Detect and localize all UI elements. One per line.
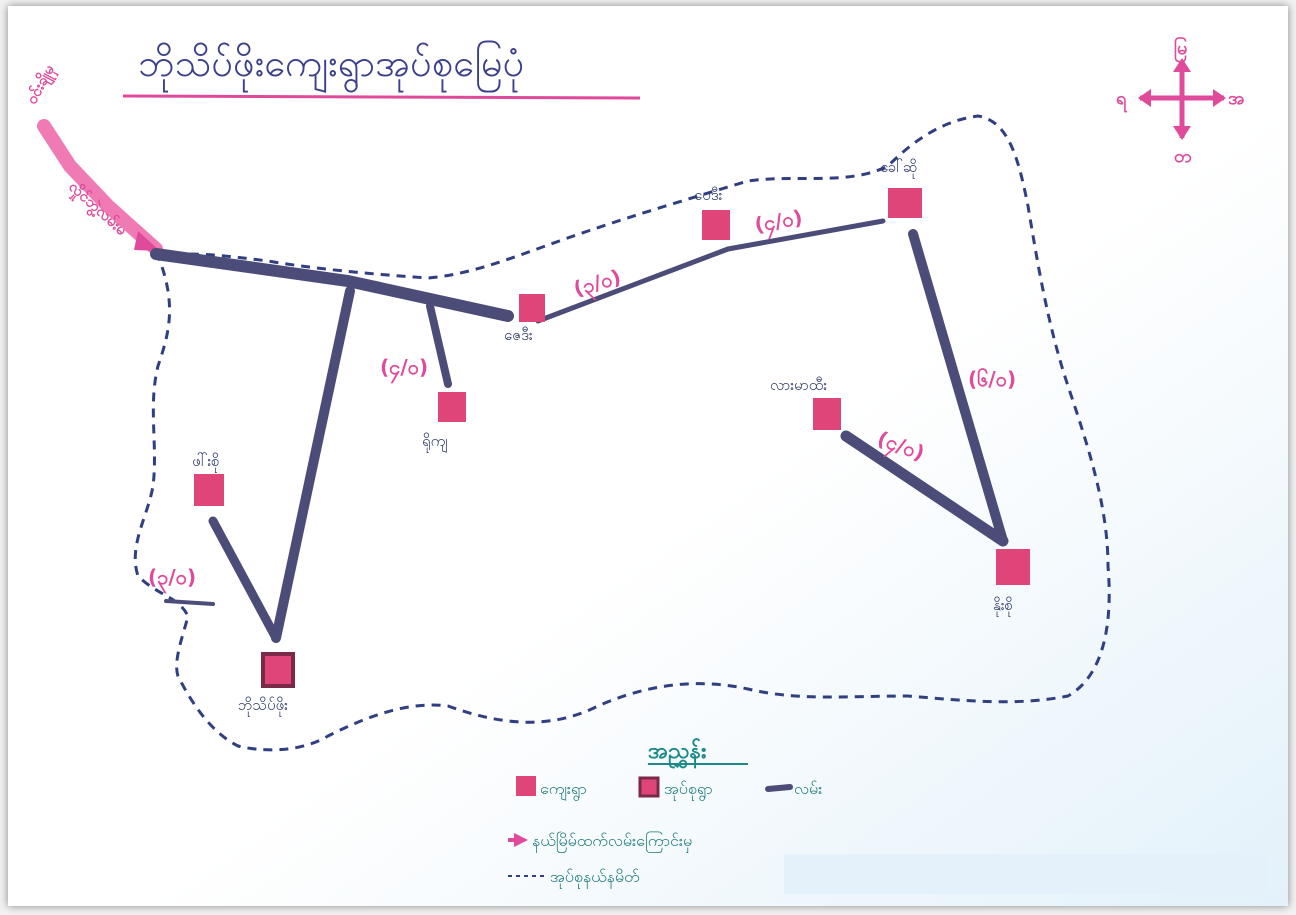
distance-khawsone-noesi: (၆/၀) <box>968 367 1016 391</box>
road-yo-kya <box>426 302 452 388</box>
north-arrow-icon <box>1173 58 1191 72</box>
legend: အညွှန်း ကျေးရွာ အုပ်စုရွာ လမ်း နယ်မြိမ်ထ… <box>508 737 822 889</box>
legend-village-swatch <box>516 776 536 796</box>
road-larmadi-noesi <box>840 430 1009 547</box>
road-khawsone-noesi <box>908 229 1008 546</box>
village-marker-phaw-si <box>194 474 224 506</box>
map-title: ဘိုသိပ်ဖိုးကျေးရွာအုပ်စုမြေပုံ <box>138 41 524 93</box>
village-label-baw-sit-phyo: ဘိုသိပ်ဖိုး <box>238 696 288 717</box>
legend-road-swatch <box>765 784 793 792</box>
village-label-phaw-si: ဖါ်းစို <box>192 452 220 473</box>
legend-road-text: လမ်း <box>794 779 822 798</box>
compass-east-label: အ <box>1228 88 1245 109</box>
village-marker-yo-kya <box>438 392 466 422</box>
entry-road-line <box>37 119 163 256</box>
tract-village-marker-baw-sit-phyo <box>261 652 295 688</box>
road-paydi-khawsone <box>725 218 886 252</box>
compass-south-label: တ <box>1174 146 1192 167</box>
map-sheet: ဘိုသိပ်ဖိုးကျေးရွာအုပ်စုမြေပုံ မြ တ ရ အ … <box>8 6 1288 906</box>
road-phawsi-west <box>164 599 215 606</box>
legend-tract-village-text: အုပ်စုရွာ <box>664 779 713 801</box>
road-main-west <box>150 248 514 322</box>
legend-village-text: ကျေးရွာ <box>540 779 587 801</box>
village-label-lar-ma-di: လားမာထီး <box>770 376 827 394</box>
west-arrow-icon <box>1138 89 1151 107</box>
compass-west-label: ရ <box>1116 88 1127 113</box>
compass-north-label: မြ <box>1174 36 1187 63</box>
entry-arrow-icon <box>134 231 160 251</box>
village-label-yo-kya: ရိုကျ <box>422 432 448 453</box>
village-label-khaw-sone: ခေါ်ဆို <box>880 158 917 179</box>
hand-drawn-map: ဘိုသိပ်ဖိုးကျေးရွာအုပ်စုမြေပုံ မြ တ ရ အ … <box>8 6 1288 906</box>
road-zaydi-paydi <box>535 246 731 324</box>
compass-rose: မြ တ ရ အ <box>1116 36 1245 167</box>
legend-tract-village-swatch <box>638 776 660 798</box>
east-arrow-icon <box>1213 89 1226 107</box>
paper-background <box>8 6 1288 906</box>
village-marker-paydi <box>702 210 730 240</box>
road-network <box>150 218 1009 643</box>
legend-boundary-text: အုပ်စုနယ်နမိတ် <box>550 867 640 889</box>
village-marker-khaw-sone <box>888 188 922 218</box>
legend-entry-arrow-icon <box>514 833 528 847</box>
legend-entry-text: နယ်မြိမ်ထက်လမ်းကြောင်းမှ <box>532 831 692 853</box>
road-phaw-si <box>208 516 281 643</box>
village-marker-zaydi <box>519 294 545 322</box>
paper-patch <box>784 854 1268 894</box>
village-marker-lar-ma-di <box>813 398 841 430</box>
title-underline <box>122 94 641 100</box>
village-label-paydi: ပေဒီး <box>694 186 723 204</box>
villages <box>194 188 1030 688</box>
village-label-zaydi: ဇေဒီး <box>504 326 533 344</box>
village-marker-noe-si <box>996 549 1030 585</box>
village-label-noe-si: နိုးစို <box>993 596 1013 617</box>
road-to-baw-sit-phyo <box>271 286 355 643</box>
south-arrow-icon <box>1173 126 1191 140</box>
